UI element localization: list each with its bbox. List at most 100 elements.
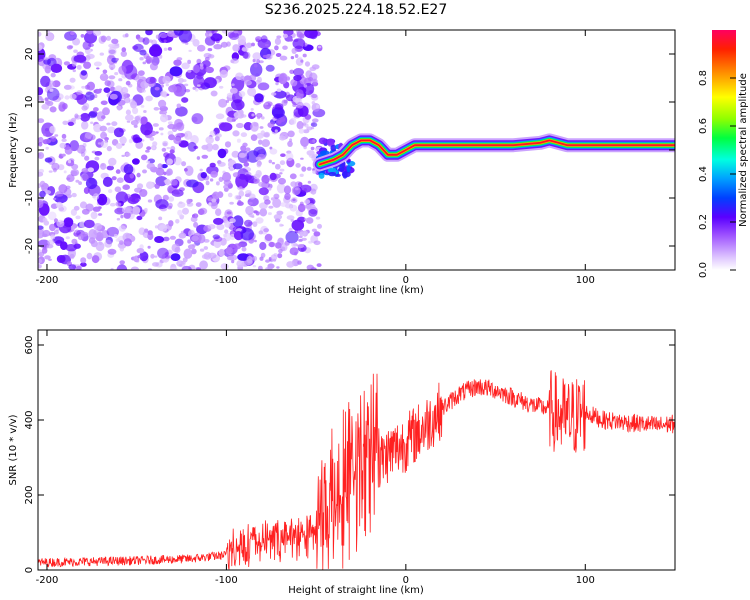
heatmap-noise-blob — [304, 199, 311, 205]
spectrogram-x-ticks: -200 -100 0 100 — [36, 30, 595, 286]
heatmap-noise-blob — [88, 237, 96, 244]
heatmap-noise-blob — [310, 126, 315, 130]
heatmap-noise-blob — [312, 118, 319, 123]
heatmap-noise-blob — [176, 103, 182, 108]
heatmap-transition-blob — [346, 165, 351, 173]
heatmap-noise-blob — [155, 199, 169, 210]
heatmap-noise-blob — [106, 35, 111, 41]
heatmap-noise-blob — [273, 90, 287, 99]
heatmap-noise-blob — [236, 138, 241, 143]
heatmap-noise-blob — [70, 208, 77, 216]
heatmap-noise-blob — [285, 152, 294, 162]
heatmap-noise-blob — [229, 201, 234, 205]
heatmap-noise-blob — [161, 164, 168, 169]
heatmap-noise-blob — [76, 90, 83, 95]
heatmap-noise-blob — [100, 162, 107, 170]
heatmap-noise-blob — [253, 63, 258, 68]
snr-x-tick-label: -200 — [36, 575, 59, 586]
heatmap-noise-blob — [181, 265, 192, 270]
heatmap-noise-blob — [291, 47, 297, 55]
heatmap-noise-blob — [187, 239, 192, 244]
heatmap-noise-blob — [97, 142, 102, 145]
heatmap-noise-blob — [38, 95, 43, 100]
heatmap-noise-blob — [99, 52, 105, 56]
heatmap-noise-blob — [159, 224, 168, 232]
heatmap-noise-blob — [312, 170, 317, 174]
heatmap-noise-blob — [119, 136, 127, 145]
heatmap-noise-blob — [99, 125, 108, 132]
heatmap-noise-blob — [308, 209, 318, 217]
heatmap-noise-blob — [42, 233, 48, 238]
heatmap-noise-blob — [223, 179, 232, 186]
heatmap-noise-blob — [220, 41, 228, 48]
heatmap-noise-blob — [122, 184, 130, 190]
heatmap-noise-blob — [38, 31, 42, 37]
figure-title: S236.2025.224.18.52.E27 — [265, 2, 448, 18]
heatmap-noise-blob — [80, 34, 85, 38]
heatmap-noise-blob — [100, 100, 108, 106]
heatmap-noise-blob — [207, 48, 213, 52]
heatmap-transition-blob — [328, 167, 337, 173]
heatmap-noise-blob — [130, 120, 139, 126]
heatmap-noise-blob — [249, 214, 253, 218]
heatmap-noise-blob — [141, 89, 146, 93]
heatmap-noise-blob — [68, 264, 77, 270]
heatmap-noise-blob — [307, 77, 314, 81]
heatmap-noise-blob — [276, 183, 286, 194]
heatmap-noise-blob — [199, 248, 205, 252]
heatmap-noise-blob — [63, 61, 70, 66]
heatmap-noise-blob — [162, 110, 168, 114]
snr-y-tick-label: 400 — [24, 410, 35, 429]
heatmap-noise-blob — [197, 84, 201, 87]
heatmap-noise-blob — [298, 239, 303, 242]
heatmap-noise-blob — [205, 66, 214, 74]
heatmap-noise-blob — [210, 201, 218, 210]
heatmap-noise-blob — [296, 31, 303, 38]
heatmap-noise-blob — [303, 84, 308, 88]
heatmap-noise-blob — [161, 147, 167, 152]
heatmap-noise-blob — [223, 187, 229, 192]
heatmap-noise-blob — [273, 193, 280, 200]
heatmap-noise-blob — [275, 163, 281, 170]
heatmap-noise-blob — [80, 112, 91, 122]
heatmap-noise-blob — [276, 88, 282, 92]
heatmap-noise-blob — [296, 121, 304, 130]
heatmap-noise-blob — [259, 126, 264, 129]
heatmap-noise-blob — [204, 56, 210, 62]
heatmap-noise-blob — [81, 167, 90, 173]
heatmap-noise-blob — [279, 135, 286, 141]
heatmap-noise-blob — [62, 103, 68, 110]
heatmap-noise-blob — [93, 30, 102, 36]
heatmap-noise-blob — [183, 83, 189, 87]
heatmap-noise-blob — [149, 136, 155, 141]
heatmap-noise-blob — [213, 44, 223, 50]
heatmap-noise-blob — [163, 39, 167, 43]
heatmap-noise-blob — [274, 37, 281, 46]
heatmap-noise-blob — [91, 255, 100, 264]
heatmap-noise-blob — [263, 175, 267, 179]
heatmap-noise-blob — [184, 168, 188, 172]
heatmap-noise-blob — [247, 201, 253, 205]
heatmap-noise-blob — [178, 232, 187, 239]
heatmap-noise-blob — [101, 115, 106, 119]
heatmap-noise-blob — [93, 89, 97, 93]
heatmap-noise-blob — [87, 167, 95, 173]
heatmap-noise-blob — [177, 77, 184, 84]
heatmap-noise-blob — [69, 93, 77, 100]
heatmap-noise-blob — [76, 144, 86, 154]
heatmap-noise-blob — [102, 107, 110, 116]
heatmap-noise-blob — [287, 130, 295, 138]
heatmap-noise-blob — [286, 261, 295, 268]
heatmap-noise-blob — [306, 150, 315, 156]
heatmap-noise-blob — [39, 180, 46, 188]
heatmap-noise-blob — [169, 149, 175, 154]
heatmap-noise-blob — [187, 141, 197, 152]
heatmap-noise-blob — [152, 123, 159, 127]
heatmap-noise-blob — [186, 198, 192, 205]
heatmap-noise-blob — [160, 132, 164, 136]
heatmap-noise-blob — [139, 49, 147, 56]
heatmap-noise-blob — [197, 208, 205, 215]
heatmap-noise-blob — [257, 76, 262, 83]
heatmap-noise-blob — [218, 248, 225, 257]
heatmap-noise-blob — [298, 128, 305, 134]
